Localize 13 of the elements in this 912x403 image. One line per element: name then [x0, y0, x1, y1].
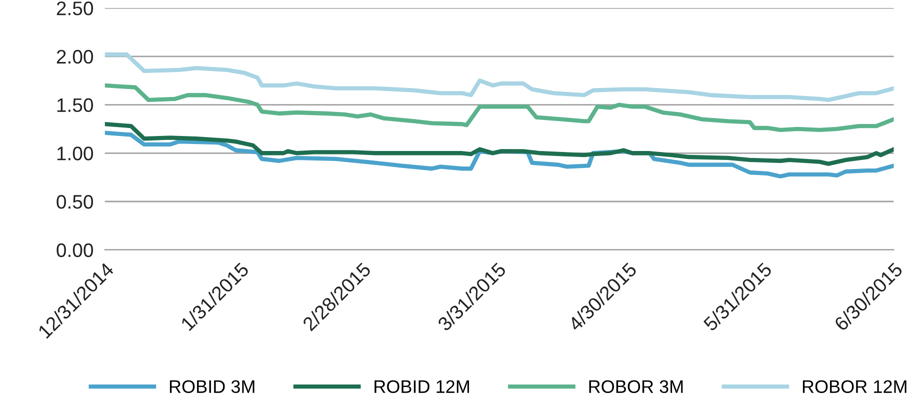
line-series [104, 52, 894, 102]
y-tick-label: 0.00 [56, 243, 94, 258]
line-series [104, 122, 894, 166]
y-tick-label: 1.00 [57, 146, 94, 160]
y-tick-label: 0.50 [56, 194, 94, 209]
legend-label: ROBOR 12M [802, 380, 906, 394]
y-tick-label: 1.50 [57, 98, 94, 112]
legend-label: ROBID 3M [170, 380, 254, 394]
y-tick-label: 2.50 [56, 2, 94, 16]
legend-label: ROBOR 3M [589, 380, 683, 394]
y-tick-label: 2.00 [56, 50, 94, 64]
line-series [104, 83, 894, 132]
legend-label: ROBID 12M [374, 380, 469, 394]
